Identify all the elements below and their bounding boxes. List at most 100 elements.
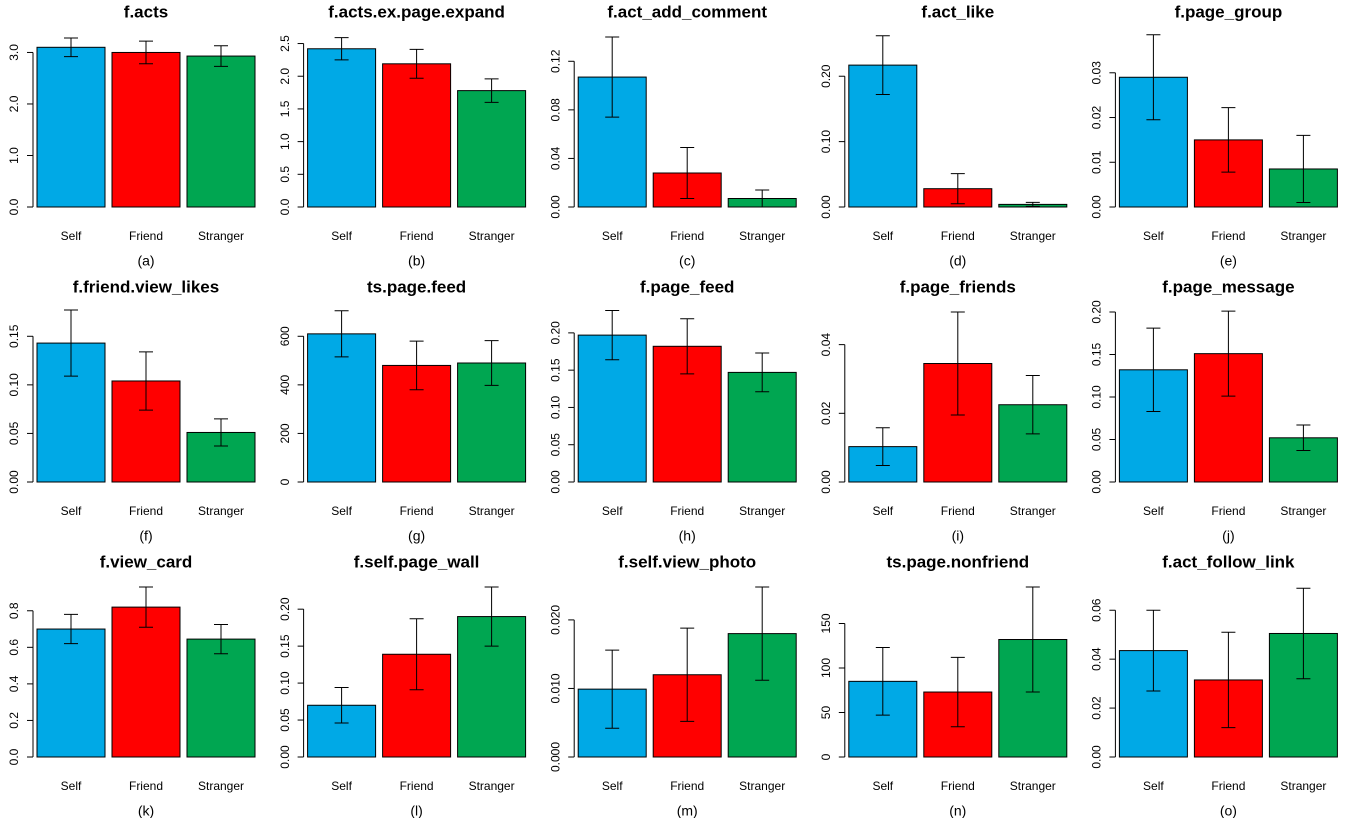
x-tick-label: Stranger bbox=[739, 504, 785, 518]
y-tick-label: 0.15 bbox=[278, 634, 292, 658]
caption: (m) bbox=[677, 803, 698, 818]
x-tick-label: Stranger bbox=[1010, 779, 1056, 793]
y-tick-label: 3.0 bbox=[7, 44, 21, 61]
error-bar bbox=[139, 351, 153, 411]
error-bar bbox=[334, 310, 349, 358]
error-bar bbox=[875, 427, 890, 467]
x-tick-label: Self bbox=[602, 229, 623, 243]
x-tick-label: Stranger bbox=[198, 504, 244, 518]
x-tick-label: Self bbox=[61, 779, 82, 793]
error-bar bbox=[680, 318, 695, 375]
y-tick-label: 0.08 bbox=[548, 98, 562, 122]
caption: (e) bbox=[1220, 253, 1237, 269]
caption: (h) bbox=[679, 528, 696, 544]
y-tick-label: 0.0 bbox=[7, 748, 21, 765]
y-tick-label: 0.20 bbox=[548, 321, 562, 345]
x-tick-label: Self bbox=[61, 229, 82, 243]
error-bar bbox=[1296, 134, 1311, 204]
error-bar bbox=[64, 37, 78, 58]
error-bar bbox=[64, 309, 78, 377]
error-bar bbox=[1146, 609, 1161, 692]
y-tick-label: 0.2 bbox=[7, 712, 21, 729]
y-tick-label: 200 bbox=[278, 423, 292, 443]
y-tick-label: 0.10 bbox=[1090, 385, 1104, 409]
x-tick-label: Self bbox=[1143, 504, 1164, 518]
error-bar bbox=[64, 613, 78, 645]
x-tick-label: Self bbox=[61, 504, 82, 518]
y-tick-label: 0.00 bbox=[1090, 470, 1104, 494]
x-tick-label: Self bbox=[872, 504, 893, 518]
x-tick-label: Friend bbox=[129, 504, 163, 518]
caption: (g) bbox=[408, 528, 425, 544]
y-tick-label: 2.0 bbox=[7, 95, 21, 112]
error-bar bbox=[950, 311, 965, 416]
x-tick-label: Self bbox=[1143, 229, 1164, 243]
x-tick-label: Self bbox=[602, 779, 623, 793]
error-bar bbox=[1146, 34, 1161, 121]
error-bar bbox=[214, 45, 228, 67]
y-tick-label: 400 bbox=[278, 375, 292, 395]
y-tick-label: 0.15 bbox=[1090, 342, 1104, 366]
y-tick-label: 0 bbox=[819, 753, 833, 760]
y-tick-label: 0.05 bbox=[548, 433, 562, 457]
y-tick-label: 0.0 bbox=[278, 198, 292, 215]
error-bar bbox=[680, 627, 695, 722]
chart-title: f.act_add_comment bbox=[607, 2, 767, 21]
error-bar bbox=[875, 35, 890, 96]
y-tick-label: 0.8 bbox=[7, 602, 21, 619]
y-tick-label: 0.15 bbox=[7, 324, 21, 348]
y-tick-label: 0.10 bbox=[278, 671, 292, 695]
caption: (j) bbox=[1222, 528, 1234, 544]
error-bar bbox=[680, 147, 695, 199]
y-tick-label: 50 bbox=[819, 706, 833, 720]
x-tick-label: Stranger bbox=[739, 229, 785, 243]
y-tick-label: 0.00 bbox=[7, 470, 21, 494]
y-tick-label: 0.10 bbox=[819, 130, 833, 154]
bar bbox=[457, 90, 527, 208]
error-bar bbox=[409, 340, 424, 391]
y-tick-label: 0.04 bbox=[819, 333, 833, 357]
y-tick-label: 0.06 bbox=[1090, 598, 1104, 622]
caption: (l) bbox=[410, 803, 422, 818]
y-tick-label: 0.15 bbox=[548, 358, 562, 382]
error-bar bbox=[1221, 310, 1236, 397]
error-bar bbox=[484, 78, 499, 103]
x-tick-label: Friend bbox=[400, 779, 434, 793]
y-tick-label: 0.5 bbox=[278, 166, 292, 183]
error-bar bbox=[950, 656, 965, 728]
y-tick-label: 0.00 bbox=[819, 195, 833, 219]
chart-title: f.view_card bbox=[100, 552, 193, 571]
y-tick-label: 0.02 bbox=[819, 401, 833, 425]
x-tick-label: Self bbox=[872, 779, 893, 793]
chart-title: f.acts.ex.page.expand bbox=[328, 2, 505, 21]
bar bbox=[36, 46, 106, 208]
chart-title: f.page_message bbox=[1162, 277, 1294, 296]
error-bar bbox=[1221, 631, 1236, 729]
y-tick-label: 0.20 bbox=[1090, 300, 1104, 324]
error-bar bbox=[605, 310, 620, 361]
x-tick-label: Self bbox=[1143, 779, 1164, 793]
error-bar bbox=[1296, 587, 1311, 680]
error-bar bbox=[139, 586, 153, 628]
chart-title: f.acts bbox=[124, 2, 168, 21]
x-tick-label: Self bbox=[602, 504, 623, 518]
chart-title: f.friend.view_likes bbox=[73, 277, 219, 296]
x-tick-label: Stranger bbox=[469, 504, 515, 518]
caption: (d) bbox=[949, 253, 966, 269]
x-tick-label: Stranger bbox=[1280, 229, 1326, 243]
y-tick-label: 1.0 bbox=[7, 147, 21, 164]
y-tick-label: 0.03 bbox=[1090, 61, 1104, 85]
bar bbox=[307, 48, 377, 208]
y-tick-label: 0.05 bbox=[278, 708, 292, 732]
y-tick-label: 0.6 bbox=[7, 639, 21, 656]
error-bar bbox=[1025, 201, 1040, 207]
y-tick-label: 0.04 bbox=[1090, 647, 1104, 671]
y-tick-label: 1.5 bbox=[278, 100, 292, 117]
x-tick-label: Stranger bbox=[198, 229, 244, 243]
error-bar bbox=[755, 189, 770, 208]
y-tick-label: 0.10 bbox=[7, 373, 21, 397]
chart-title: f.act_follow_link bbox=[1162, 552, 1295, 571]
x-tick-label: Stranger bbox=[1280, 779, 1326, 793]
x-tick-label: Self bbox=[331, 229, 352, 243]
chart-title: f.page_friends bbox=[900, 277, 1016, 296]
